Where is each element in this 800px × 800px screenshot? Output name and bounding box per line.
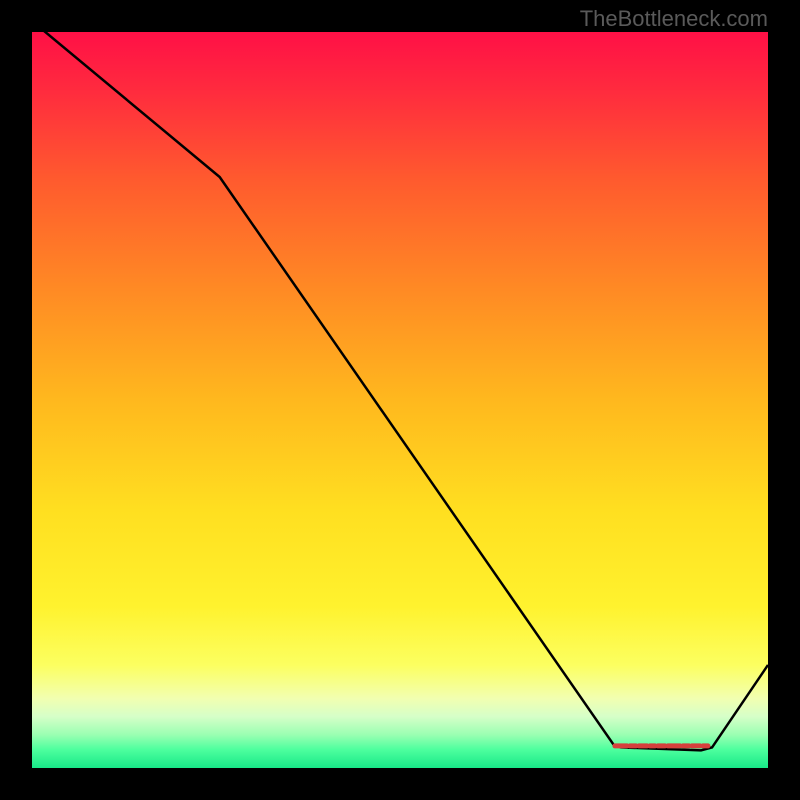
chart-frame: TheBottleneck.com — [0, 0, 800, 800]
plot-area — [32, 32, 768, 768]
bottleneck-curve — [32, 32, 768, 750]
chart-overlay — [32, 32, 768, 768]
watermark-label: TheBottleneck.com — [580, 6, 768, 32]
